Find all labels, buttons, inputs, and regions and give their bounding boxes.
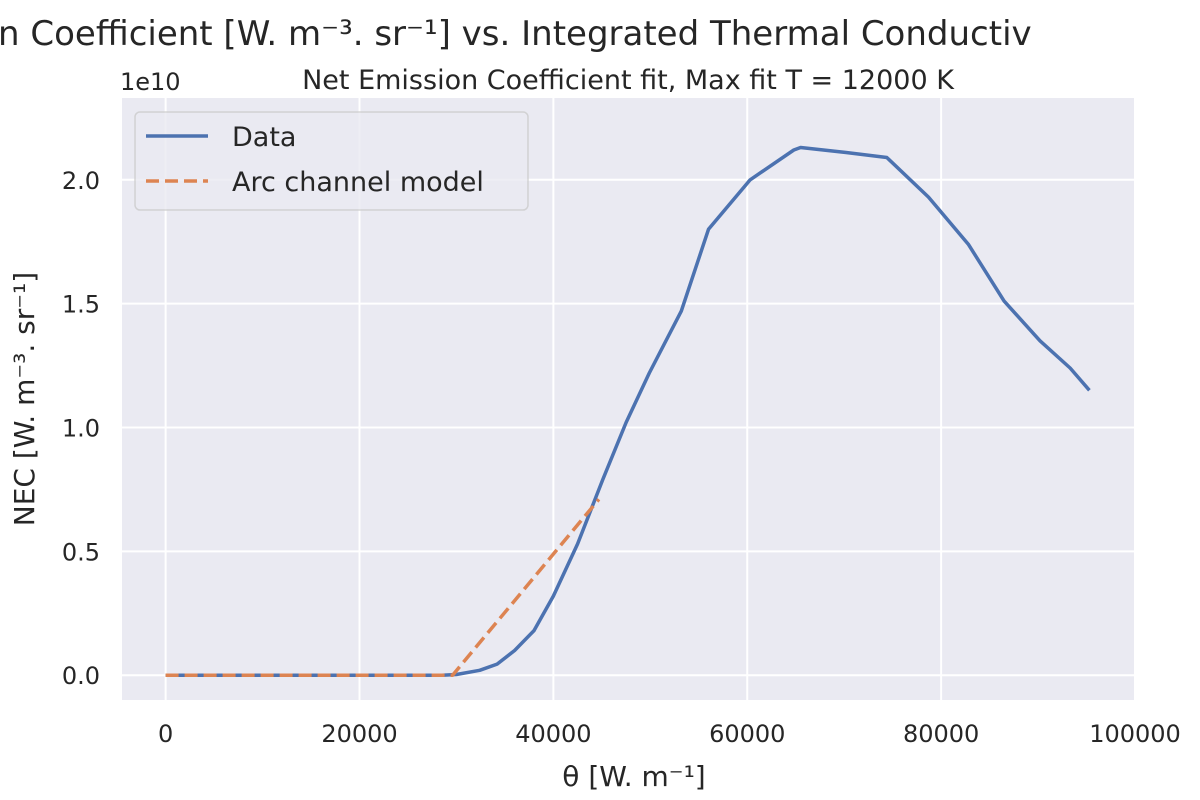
x-tick-label: 60000: [709, 720, 785, 748]
y-axis-label: NEC [W. m⁻³. sr⁻¹]: [8, 272, 41, 526]
legend-label-arc-model: Arc channel model: [232, 167, 484, 198]
y-tick-label: 1.5: [62, 291, 100, 319]
chart-title: Net Emission Coefficient fit, Max fit T …: [302, 65, 955, 96]
y-tick-label: 0.5: [62, 538, 100, 566]
legend-label-data: Data: [232, 122, 296, 153]
y-tick-label: 0.0: [62, 662, 100, 690]
x-tick-label: 40000: [515, 720, 591, 748]
legend-box: [134, 111, 529, 211]
x-tick-label: 0: [158, 720, 173, 748]
y-tick-label: 2.0: [62, 167, 100, 195]
y-tick-label: 1.0: [62, 414, 100, 442]
data-series-line: [165, 145, 1091, 677]
x-tick-label: 100000: [1089, 720, 1181, 748]
figure-suptitle: n Coefficient [W. m⁻³. sr⁻¹] vs. Integra…: [0, 14, 1032, 54]
x-axis-label: θ [W. m⁻¹]: [562, 760, 705, 793]
x-tick-label: 20000: [321, 720, 397, 748]
x-tick-label: 80000: [903, 720, 979, 748]
legend: Data Arc channel model: [134, 111, 529, 211]
arc-channel-model-line: [165, 498, 601, 677]
y-offset-label: 1e10: [120, 68, 181, 96]
